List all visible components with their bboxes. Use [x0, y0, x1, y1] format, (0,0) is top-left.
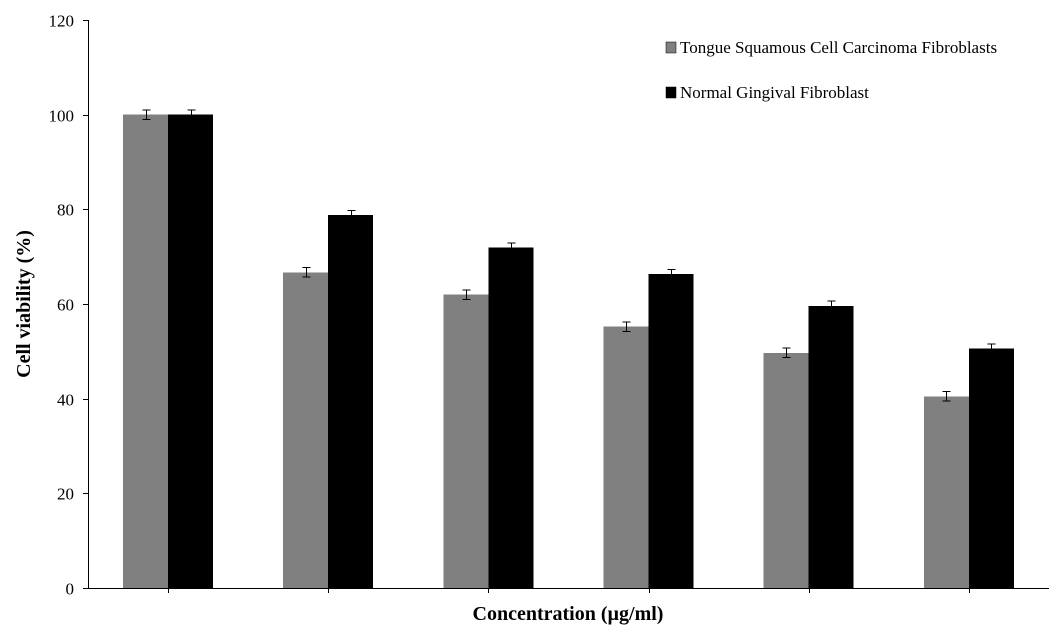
error-bars-layer [142, 109, 996, 402]
bar-series-1-cat-2 [283, 272, 329, 588]
x-axis-title: Concentration (µg/ml) [473, 603, 664, 625]
y-tick-label: 60 [57, 296, 74, 315]
bar-series-1-cat-6 [923, 396, 969, 588]
y-axis-title: Cell viability (%) [13, 230, 35, 378]
bar-series-1-cat-1 [123, 114, 168, 589]
x-ticks-layer [168, 588, 970, 593]
bar-series-2-cat-2 [328, 215, 374, 588]
legend-swatch-1 [665, 41, 677, 54]
bar-series-2-cat-5 [808, 305, 854, 588]
y-tick-label: 20 [57, 485, 74, 504]
y-tick-label: 80 [57, 201, 74, 220]
bars-layer [123, 114, 1014, 589]
axes-layer [88, 20, 1049, 589]
legend: Tongue Squamous Cell Carcinoma Fibroblas… [665, 38, 997, 102]
y-tick-label: 100 [49, 107, 75, 126]
bar-series-2-cat-4 [648, 274, 694, 588]
legend-swatch-2 [665, 86, 677, 99]
bar-series-1-cat-3 [443, 294, 489, 588]
bar-series-2-cat-1 [168, 114, 213, 589]
y-tick-label: 40 [57, 391, 74, 410]
bar-series-2-cat-6 [968, 348, 1014, 588]
y-tick-label: 120 [49, 12, 75, 31]
bar-series-1-cat-4 [603, 326, 649, 588]
bar-series-1-cat-5 [763, 352, 809, 588]
y-ticks-layer: 0 20 40 60 80 100 120 [49, 12, 88, 599]
y-tick-label: 0 [66, 580, 75, 599]
bar-series-2-cat-3 [488, 247, 534, 588]
legend-label-2: Normal Gingival Fibroblast [680, 83, 869, 102]
legend-label-1: Tongue Squamous Cell Carcinoma Fibroblas… [680, 38, 997, 57]
